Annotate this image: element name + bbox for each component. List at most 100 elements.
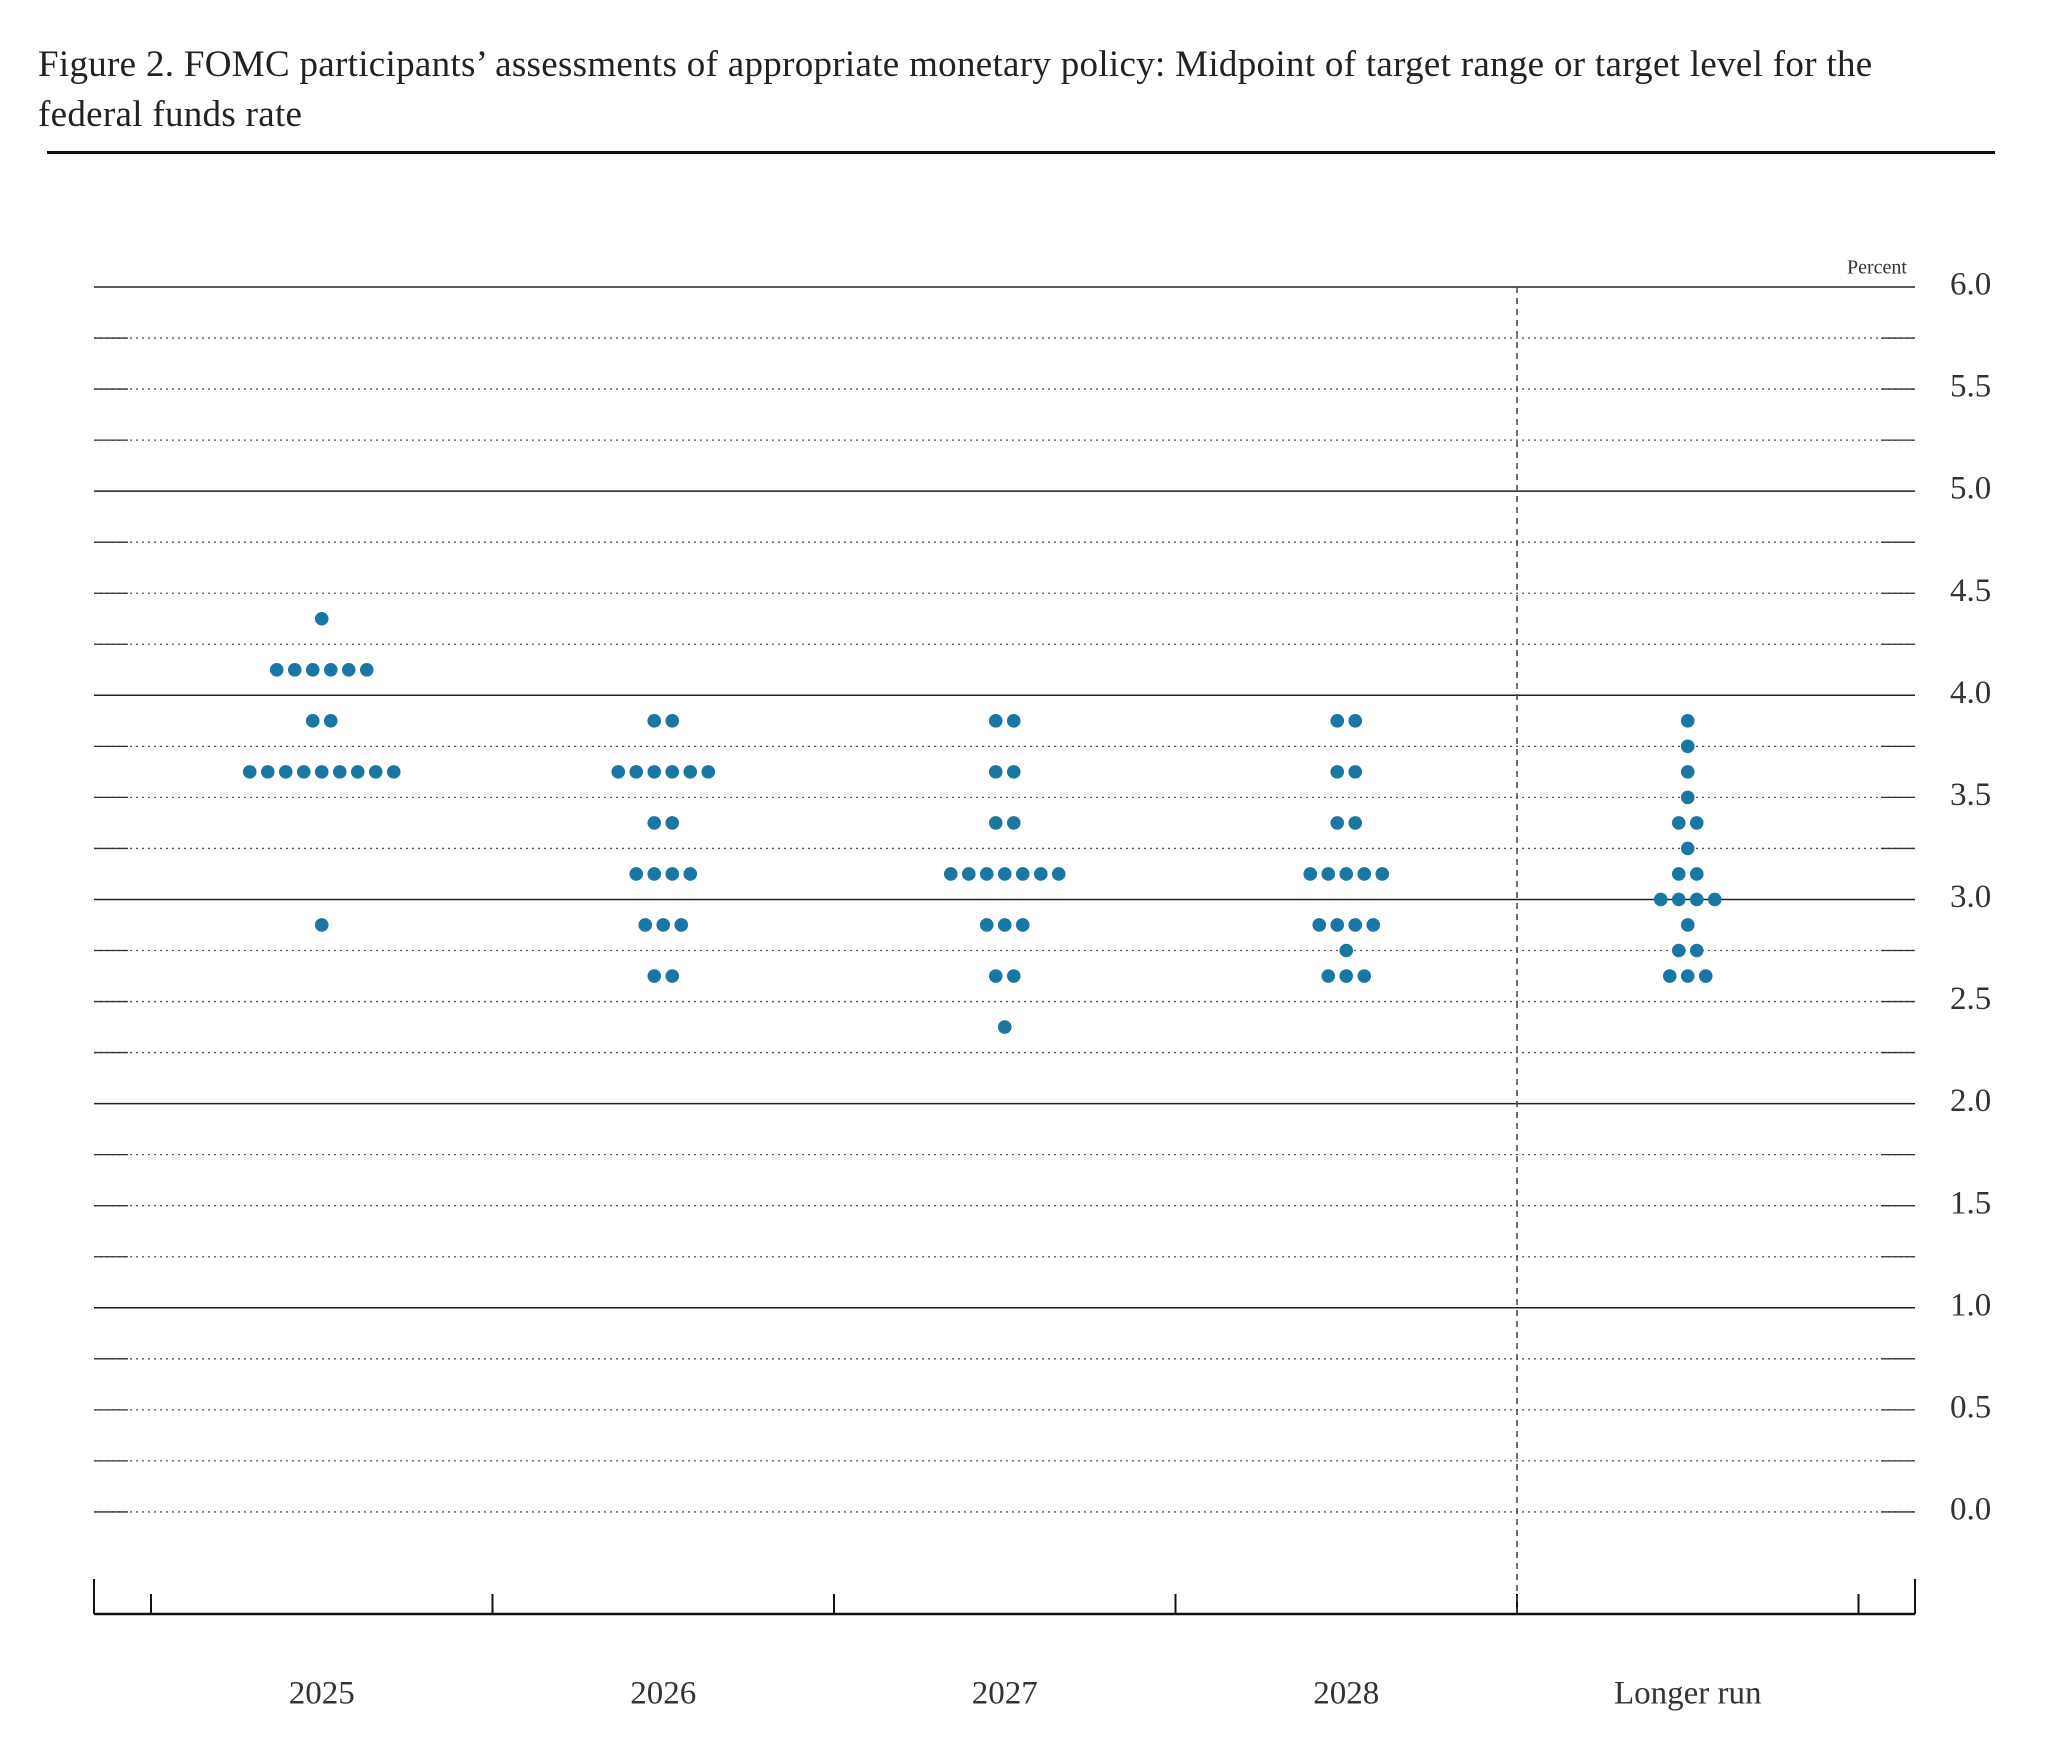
- dot: [647, 816, 662, 830]
- dot: [1680, 790, 1695, 805]
- dot: [997, 867, 1012, 881]
- dot: [997, 1020, 1012, 1034]
- dot: [323, 662, 338, 677]
- dot: [1680, 765, 1695, 779]
- dot: [665, 969, 680, 983]
- dot: [629, 765, 644, 779]
- y-tick-label: 2.5: [1950, 981, 1991, 1017]
- dot: [242, 765, 257, 779]
- dot: [979, 867, 994, 881]
- dot: [314, 765, 329, 779]
- dot: [1051, 867, 1066, 881]
- dot: [1330, 765, 1345, 779]
- dot: [1680, 969, 1695, 983]
- dot: [1321, 867, 1336, 881]
- dot: [1707, 892, 1722, 907]
- dot: [341, 662, 356, 677]
- dot: [1671, 816, 1686, 830]
- y-tick-label: 2.0: [1950, 1083, 1991, 1119]
- dot: [997, 918, 1012, 932]
- dot: [1680, 918, 1695, 932]
- dot: [988, 969, 1003, 983]
- y-tick-label: 5.0: [1950, 471, 1991, 507]
- dot: [359, 662, 374, 677]
- dot: [368, 765, 383, 779]
- dot: [1348, 765, 1363, 779]
- dot: [1689, 816, 1704, 830]
- dot: [314, 611, 329, 626]
- dot: [1339, 867, 1354, 881]
- y-axis-label: Percent: [1847, 257, 1907, 279]
- dot: [647, 867, 662, 881]
- dot: [1348, 714, 1363, 728]
- dot: [665, 816, 680, 830]
- dot: [1006, 816, 1021, 830]
- dot: [674, 918, 689, 932]
- dot: [988, 765, 1003, 779]
- dot: [278, 765, 293, 779]
- dot: [701, 765, 716, 779]
- dot: [287, 662, 302, 677]
- dot: [260, 765, 275, 779]
- x-tick-label: Longer run: [1614, 1676, 1762, 1712]
- dot: [1015, 867, 1030, 881]
- dot: [1330, 816, 1345, 830]
- dot: [1006, 969, 1021, 983]
- y-tick-label: 0.0: [1950, 1492, 1991, 1528]
- dot: [665, 867, 680, 881]
- dot: [1339, 943, 1354, 958]
- dot: [656, 918, 671, 932]
- chart-title: Figure 2. FOMC participants’ assessments…: [38, 44, 1873, 135]
- dot: [350, 765, 365, 779]
- dot: [269, 662, 284, 677]
- dot: [1662, 969, 1677, 983]
- dot: [332, 765, 347, 779]
- dot: [1680, 714, 1695, 728]
- dot: [647, 714, 662, 728]
- dot: [1303, 867, 1318, 881]
- dot: [1330, 918, 1345, 932]
- y-tick-label: 1.5: [1950, 1185, 1991, 1221]
- y-tick-label: 1.0: [1950, 1287, 1991, 1323]
- dot: [305, 714, 320, 728]
- y-tick-label: 4.0: [1950, 675, 1991, 711]
- dot: [1698, 969, 1713, 983]
- dot: [1015, 918, 1030, 932]
- dot: [1671, 867, 1686, 881]
- x-tick-label: 2025: [289, 1676, 355, 1712]
- dot: [1321, 969, 1336, 983]
- dot: [961, 867, 976, 881]
- dot: [683, 765, 698, 779]
- dot: [665, 765, 680, 779]
- dot: [1357, 867, 1372, 881]
- y-tick-label: 3.0: [1950, 879, 1991, 915]
- dot: [988, 816, 1003, 830]
- dot: [647, 969, 662, 983]
- dot: [1006, 765, 1021, 779]
- dot: [1680, 841, 1695, 856]
- x-tick-label: 2027: [972, 1676, 1038, 1712]
- dot: [638, 918, 653, 932]
- dot: [988, 714, 1003, 728]
- dot: [1348, 816, 1363, 830]
- dot: [647, 765, 662, 779]
- y-tick-label: 5.5: [1950, 369, 1991, 405]
- dot: [1689, 867, 1704, 881]
- dot: [979, 918, 994, 932]
- dot: [1680, 739, 1695, 754]
- dot: [665, 714, 680, 728]
- dot: [1671, 892, 1686, 907]
- dot: [1033, 867, 1048, 881]
- title-rule: [47, 151, 1995, 154]
- dot: [683, 867, 698, 881]
- dot: [314, 918, 329, 932]
- dot: [386, 765, 401, 779]
- dot: [296, 765, 311, 779]
- x-tick-label: 2028: [1313, 1676, 1379, 1712]
- y-tick-label: 4.5: [1950, 573, 1991, 609]
- dot: [1312, 918, 1327, 932]
- y-tick-label: 0.5: [1950, 1389, 1991, 1425]
- dot: [1671, 943, 1686, 958]
- dot: [305, 662, 320, 677]
